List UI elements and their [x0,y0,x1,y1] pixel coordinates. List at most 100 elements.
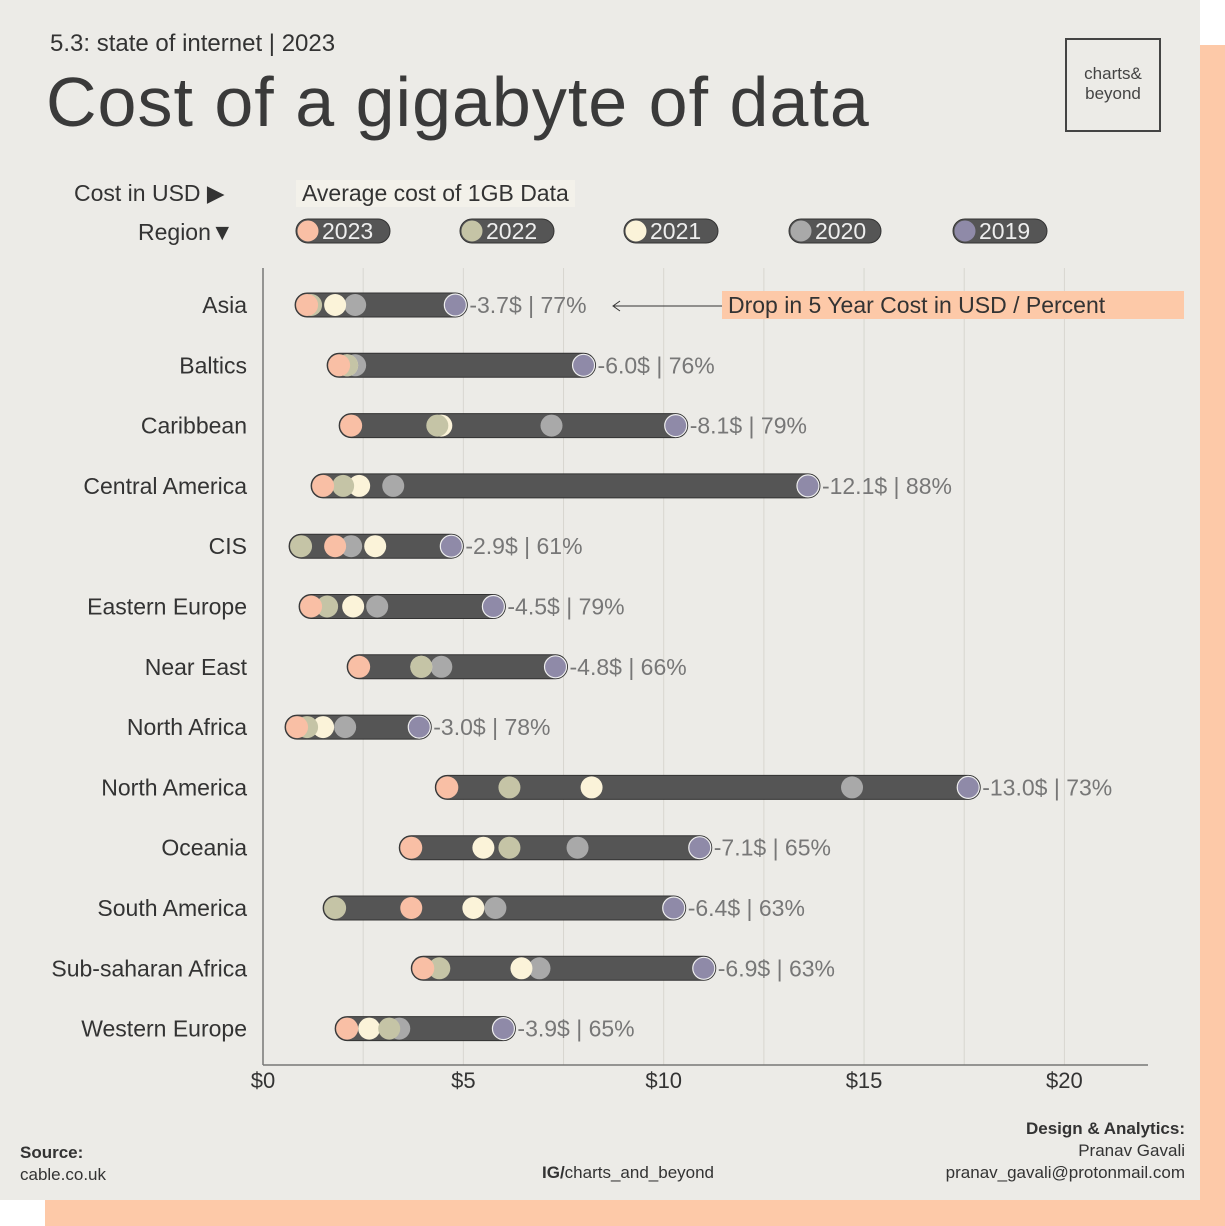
dot-2020 [528,957,551,980]
legend-dot-2020 [789,219,813,243]
dot-2023 [348,655,371,678]
annotation-text: Drop in 5 Year Cost in USD / Percent [728,292,1106,318]
dot-2023 [412,957,435,980]
legend-dot-2023 [296,219,320,243]
region-label: Near East [145,654,248,680]
region-label: Region▼ [138,219,234,245]
legend-label-2023: 2023 [322,218,373,244]
dot-2021 [510,957,533,980]
dot-2023 [336,1017,359,1040]
dot-2020 [566,836,589,859]
logo-line: beyond [1085,84,1141,103]
dot-2019 [439,534,463,558]
legend-pill-2019 [952,218,1048,244]
legend-label-2021: 2021 [650,218,701,244]
cost-label: Cost in USD ▶ [74,180,225,206]
page-title: Cost of a gigabyte of data [46,63,870,141]
dot-2021 [462,897,485,919]
region-label: Asia [202,292,247,318]
x-tick-label: $0 [251,1068,275,1093]
dot-2020 [430,655,453,678]
dot-2021 [342,595,365,618]
legend-label-2019: 2019 [979,218,1030,244]
average-label: Average cost of 1GB Data [296,180,575,207]
dot-2019 [688,836,712,860]
source-value: cable.co.uk [20,1165,106,1184]
x-tick-label: $5 [451,1068,475,1093]
dot-2022 [428,957,451,980]
drop-label: -6.4$ | 63% [688,895,805,921]
dot-2021 [580,776,603,799]
legend-label-2020: 2020 [815,218,866,244]
range-bar [338,413,689,439]
legend-dot-2021 [624,219,648,243]
dot-2022 [332,474,355,497]
drop-label: -3.9$ | 65% [517,1016,634,1042]
range-bar [346,654,569,680]
dot-2019 [662,896,686,920]
drop-label: -13.0$ | 73% [982,774,1112,800]
ig-value: charts_and_beyond [564,1163,715,1182]
x-tick-label: $20 [1046,1068,1083,1093]
legend-pill-2023 [295,218,391,244]
ig-prefix: IG/ [542,1163,565,1182]
region-label: Western Europe [81,1016,247,1042]
dot-2020 [484,897,507,919]
range-bar [326,352,597,378]
dot-2020 [334,716,357,739]
dot-2022 [410,655,433,678]
source: Source: cable.co.uk [20,1142,106,1186]
dot-2023 [436,776,459,799]
drop-label: -8.1$ | 79% [690,413,807,439]
x-tick-label: $10 [645,1068,682,1093]
dot-2019 [664,414,688,438]
legend-label-2022: 2022 [486,218,537,244]
legend-dot-2019 [953,219,977,243]
dot-2022 [378,1017,401,1040]
dot-2021 [348,474,371,497]
annotation-arrowhead [612,300,621,312]
dot-2019 [692,956,716,980]
credit-title: Design & Analytics: [1025,1119,1185,1138]
dot-2020 [344,294,367,316]
region-label: Caribbean [141,413,247,439]
dot-2021 [312,716,335,739]
logo: charts& beyond [1065,38,1161,132]
credit-name: Pranav Gavali [1078,1141,1185,1160]
x-tick-label: $15 [846,1068,883,1093]
region-label: North America [101,774,247,800]
drop-label: -4.5$ | 79% [507,594,624,620]
legend-dot-2022 [460,219,484,243]
range-bar [410,955,717,981]
dot-2019 [407,715,431,739]
range-bar [398,835,713,861]
dot-2021 [364,535,387,558]
dot-2023 [328,354,351,377]
dot-2020 [841,776,864,799]
region-label: Eastern Europe [87,594,247,620]
dot-2023 [296,294,319,316]
drop-label: -7.1$ | 65% [714,835,831,861]
dot-2021 [358,1017,381,1040]
drop-label: -6.0$ | 76% [598,352,715,378]
dot-2022 [290,535,313,558]
drop-label: -3.0$ | 78% [433,714,550,740]
subtitle: 5.3: state of internet | 2023 [50,30,336,57]
drop-label: -3.7$ | 77% [469,292,586,318]
dot-2019 [543,655,568,679]
drop-label: -6.9$ | 63% [718,955,835,981]
instagram-handle: IG/charts_and_beyond [542,1163,714,1183]
dot-2022 [498,836,521,859]
dot-2023 [312,474,335,497]
dot-2019 [796,474,820,498]
dot-2023 [400,897,423,919]
drop-label: -4.8$ | 66% [570,654,687,680]
dot-2023 [286,716,309,739]
region-label: Sub-saharan Africa [51,955,247,981]
dot-2022 [426,414,449,437]
dot-2020 [340,535,363,558]
dot-2023 [324,535,347,558]
credit-email: pranav_gavali@protonmail.com [945,1163,1185,1182]
dot-2019 [491,1016,516,1041]
